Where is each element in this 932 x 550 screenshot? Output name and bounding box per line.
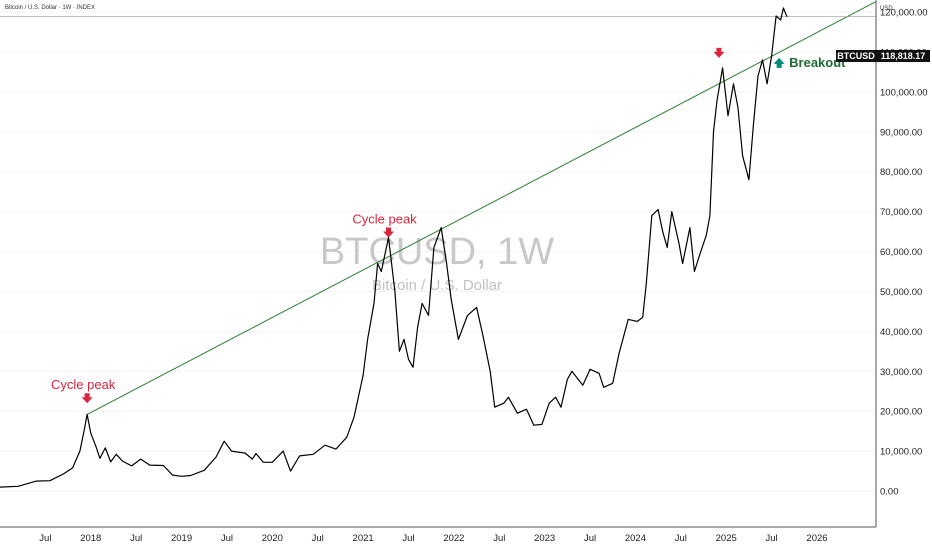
peak-annotation-0: Cycle peak [51, 377, 116, 404]
x-tick-label-13: 2024 [625, 533, 646, 544]
y-tick-label-6: 60,000.00 [880, 247, 922, 258]
price-line [0, 7, 788, 488]
annotations: Cycle peak Cycle peak Breakout [51, 47, 846, 404]
x-tick-label-0: Jul [39, 533, 51, 544]
price-tag: BTCUSD 118,818.17 [836, 50, 930, 62]
watermark: BTCUSD, 1W Bitcoin / U.S. Dollar [320, 231, 554, 294]
x-tick-label-16: Jul [766, 533, 778, 544]
watermark-description: Bitcoin / U.S. Dollar [372, 277, 502, 294]
x-tick-label-14: Jul [675, 533, 687, 544]
y-tick-label-5: 50,000.00 [880, 287, 922, 298]
y-tick-label-0: 0.00 [880, 487, 899, 498]
peak-annotation-1: Cycle peak [352, 212, 417, 238]
trend-line [86, 1, 877, 415]
peak-annotation-2 [713, 47, 725, 58]
down-arrow-icon [383, 227, 395, 238]
cycle-peak-label: Cycle peak [51, 377, 116, 392]
x-tick-label-11: 2023 [534, 533, 555, 544]
y-tick-label-9: 90,000.00 [880, 127, 922, 138]
up-arrow-icon [773, 57, 785, 68]
y-tick-label-12: 120,000.00 [880, 7, 928, 18]
price-axis[interactable]: 0.00 10,000.00 20,000.00 30,000.00 40,000.00… [880, 7, 928, 497]
cycle-peak-label: Cycle peak [352, 212, 417, 227]
price-tag-symbol-bg [836, 50, 876, 62]
down-arrow-icon [713, 47, 725, 58]
y-tick-label-8: 80,000.00 [880, 167, 922, 178]
breakout-label: Breakout [789, 55, 846, 70]
down-arrow-icon [81, 393, 93, 404]
x-tick-label-6: Jul [312, 533, 324, 544]
y-tick-label-2: 20,000.00 [880, 407, 922, 418]
price-tag-value-bg [876, 50, 930, 62]
x-tick-label-7: 2021 [353, 533, 374, 544]
x-tick-label-12: Jul [584, 533, 596, 544]
x-tick-label-4: Jul [221, 533, 233, 544]
y-tick-label-7: 70,000.00 [880, 207, 922, 218]
y-tick-label-4: 40,000.00 [880, 327, 922, 338]
time-axis[interactable]: Jul 2018 Jul 2019 Jul 2020 Jul 2021 Jul 2022 Jul 20… [39, 533, 827, 544]
y-tick-label-10: 100,000.00 [880, 87, 928, 98]
chart-grid [0, 11, 876, 492]
breakout-annotation: Breakout [773, 55, 846, 70]
x-tick-label-10: Jul [493, 533, 505, 544]
chart-header-title: Bitcoin / U.S. Dollar · 1W · INDEX [5, 5, 95, 11]
price-tag-value: 118,818.17 [881, 51, 926, 61]
x-tick-label-17: 2026 [806, 533, 827, 544]
x-tick-label-9: 2022 [443, 533, 464, 544]
x-tick-label-5: 2020 [262, 533, 283, 544]
x-tick-label-1: 2018 [80, 533, 101, 544]
x-tick-label-15: 2025 [716, 533, 737, 544]
y-tick-label-1: 10,000.00 [880, 447, 922, 458]
y-tick-label-3: 30,000.00 [880, 367, 922, 378]
x-tick-label-3: 2019 [171, 533, 192, 544]
price-axis-unit: USD [880, 6, 893, 12]
plot-area[interactable] [0, 1, 877, 488]
x-tick-label-2: Jul [130, 533, 142, 544]
price-tag-symbol: BTCUSD [837, 51, 875, 61]
x-tick-label-8: Jul [402, 533, 414, 544]
